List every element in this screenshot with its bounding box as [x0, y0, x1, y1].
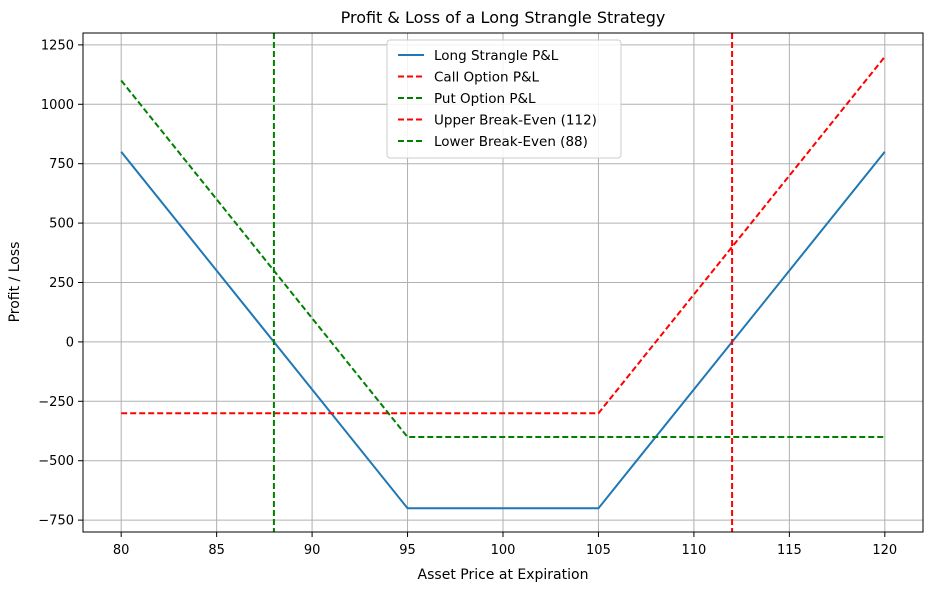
series-line — [121, 56, 886, 415]
x-tick-label: 120 — [872, 543, 897, 558]
x-tick-label: 90 — [304, 543, 321, 558]
legend-box — [386, 39, 622, 159]
y-tick-label: −750 — [38, 514, 74, 529]
legend-label: Upper Break-Even (112) — [434, 113, 597, 129]
y-tick-label: −500 — [38, 454, 74, 469]
y-tick-label: 1000 — [41, 98, 74, 113]
x-tick-label: 105 — [586, 543, 611, 558]
y-tick-label: 1250 — [41, 38, 74, 53]
y-tick-label: 750 — [49, 157, 74, 172]
x-tick-label: 80 — [113, 543, 130, 558]
x-tick-label: 85 — [208, 543, 225, 558]
x-tick-label: 115 — [777, 543, 802, 558]
y-tick-label: 0 — [66, 335, 74, 350]
legend-label: Put Option P&L — [434, 91, 536, 107]
legend-label: Long Strangle P&L — [434, 48, 559, 64]
chart-title: Profit & Loss of a Long Strangle Strateg… — [341, 8, 666, 27]
legend: Long Strangle P&L Call Option P&L Put Opti… — [386, 39, 622, 159]
series-line — [120, 79, 885, 438]
y-axis-label: Profit / Loss — [7, 242, 23, 323]
y-tick-label: −250 — [38, 395, 74, 410]
legend-label: Call Option P&L — [434, 70, 540, 86]
x-tick-label: 110 — [681, 543, 706, 558]
legend-label: Lower Break-Even (88) — [434, 134, 588, 150]
series-line — [120, 151, 886, 510]
y-tick-label: 500 — [49, 217, 74, 232]
x-axis-label: Asset Price at Expiration — [418, 567, 589, 583]
y-tick-label: 250 — [49, 276, 74, 291]
x-tick-label: 100 — [491, 543, 516, 558]
x-tick-label: 95 — [399, 543, 416, 558]
